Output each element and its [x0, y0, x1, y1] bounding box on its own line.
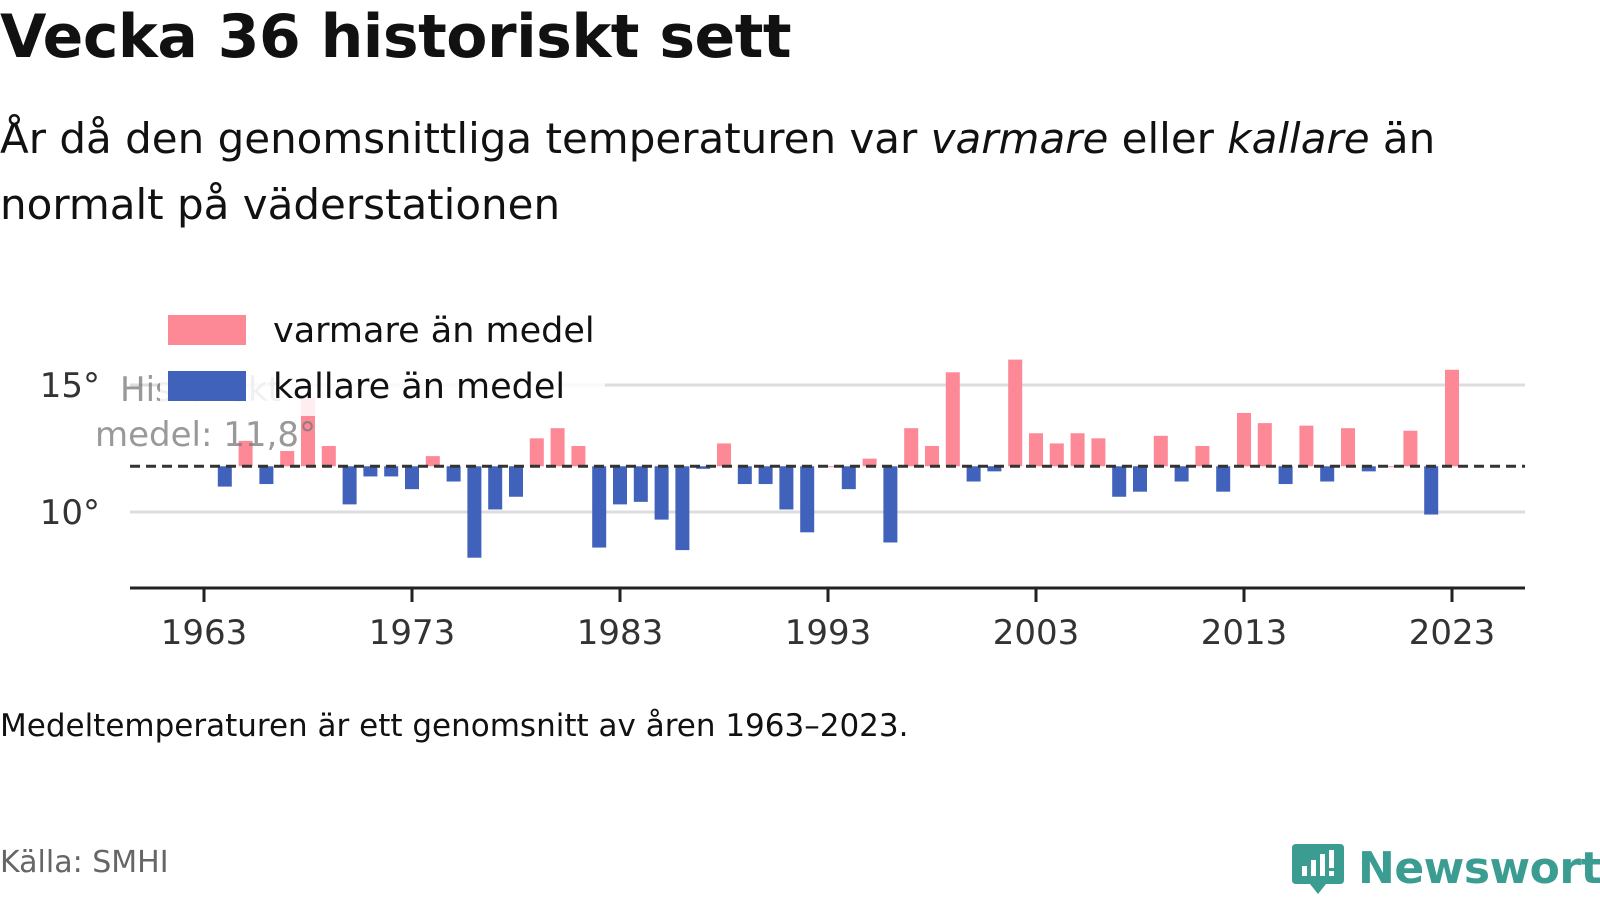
x-tick-label: 1973	[369, 613, 456, 653]
y-tick-label: 10°	[40, 493, 100, 533]
brand-name: Newsworthy	[1358, 842, 1600, 894]
bar	[1299, 425, 1314, 467]
bar	[529, 438, 544, 467]
x-tick-label: 2013	[1201, 613, 1288, 653]
bar	[1382, 466, 1397, 468]
x-tick-label: 2023	[1409, 613, 1496, 653]
bar	[654, 466, 669, 520]
bar	[217, 466, 232, 487]
bar	[1070, 433, 1085, 467]
bar	[987, 466, 1002, 472]
temperature-bar-chart: 10°15° Historisktmedel: 11,8° varmare än…	[40, 308, 1525, 653]
x-tick-label: 2003	[993, 613, 1080, 653]
bar	[717, 443, 731, 467]
bar	[1133, 466, 1147, 492]
bar	[1029, 433, 1043, 467]
bar	[945, 372, 960, 467]
bar	[238, 440, 253, 467]
legend-swatch-cold	[168, 371, 246, 401]
bar	[592, 466, 607, 548]
x-tick-label: 1983	[577, 613, 664, 653]
bar	[1257, 423, 1272, 467]
legend: varmare än medel kallare än medel	[160, 308, 605, 416]
legend-label-cold: kallare än medel	[273, 367, 565, 407]
bar	[737, 466, 752, 485]
bar	[1445, 369, 1459, 467]
bar	[779, 466, 794, 510]
bar	[966, 466, 981, 482]
bar	[1174, 466, 1189, 482]
legend-swatch-warm	[168, 315, 246, 345]
bar	[1424, 466, 1439, 515]
y-tick-label: 15°	[40, 366, 100, 406]
bar	[1049, 443, 1064, 467]
source-credit: Källa: SMHI	[0, 845, 169, 880]
chart-title: Vecka 36 historiskt sett	[0, 2, 792, 72]
legend-label-warm: varmare än medel	[273, 311, 595, 351]
bar	[925, 445, 939, 467]
bar	[259, 466, 274, 485]
subtitle-part-1: År då den genomsnittliga temperaturen va…	[0, 114, 931, 163]
newsworthy-logo: Newsworthy	[1290, 840, 1600, 896]
bar	[446, 466, 461, 482]
bar	[841, 466, 856, 490]
bar	[1153, 435, 1168, 467]
bar	[280, 451, 295, 467]
bar	[696, 466, 711, 469]
bar	[1403, 430, 1418, 467]
bar	[342, 466, 357, 505]
bar	[800, 466, 815, 533]
subtitle-part-2: eller	[1108, 114, 1228, 163]
bar	[1091, 438, 1106, 467]
bar	[363, 466, 378, 477]
bar	[1216, 466, 1231, 492]
bar	[405, 466, 419, 490]
bar	[509, 466, 523, 497]
bar	[1341, 428, 1355, 467]
bar	[571, 445, 586, 467]
y-axis-ticks: 10° 15°	[40, 366, 100, 533]
bar	[862, 458, 877, 467]
bar	[633, 466, 648, 502]
bar	[1195, 445, 1210, 467]
x-axis: 1963 1973 1983 1993 2003 2013 2023	[130, 586, 1525, 653]
newsworthy-logo-icon	[1292, 844, 1344, 894]
bar	[384, 466, 399, 477]
bar	[425, 456, 440, 467]
bar	[467, 466, 482, 558]
bar	[488, 466, 503, 510]
bar	[613, 466, 627, 505]
bar	[1361, 466, 1376, 472]
baseline-label-line-2: medel: 11,8°	[95, 415, 316, 455]
bar	[1008, 359, 1023, 467]
subtitle-warm-word: varmare	[930, 114, 1109, 163]
bar	[821, 466, 835, 468]
x-tick-label: 1963	[161, 613, 248, 653]
footnote: Medeltemperaturen är ett genomsnitt av å…	[0, 708, 909, 744]
bar	[1320, 466, 1335, 482]
subtitle-cold-word: kallare	[1227, 114, 1370, 163]
bar	[1237, 412, 1251, 467]
x-tick-label: 1993	[785, 613, 872, 653]
bar	[904, 428, 919, 467]
bar	[1278, 466, 1293, 485]
chart-subtitle: År då den genomsnittliga temperaturen va…	[0, 106, 1520, 238]
subtitle-part-3: än normalt på väderstationen	[0, 114, 1436, 229]
bar	[1112, 466, 1127, 497]
bar	[758, 466, 773, 485]
bar	[883, 466, 898, 543]
bar	[550, 428, 565, 467]
bar	[675, 466, 690, 551]
bar	[321, 445, 336, 467]
bars	[217, 359, 1459, 558]
